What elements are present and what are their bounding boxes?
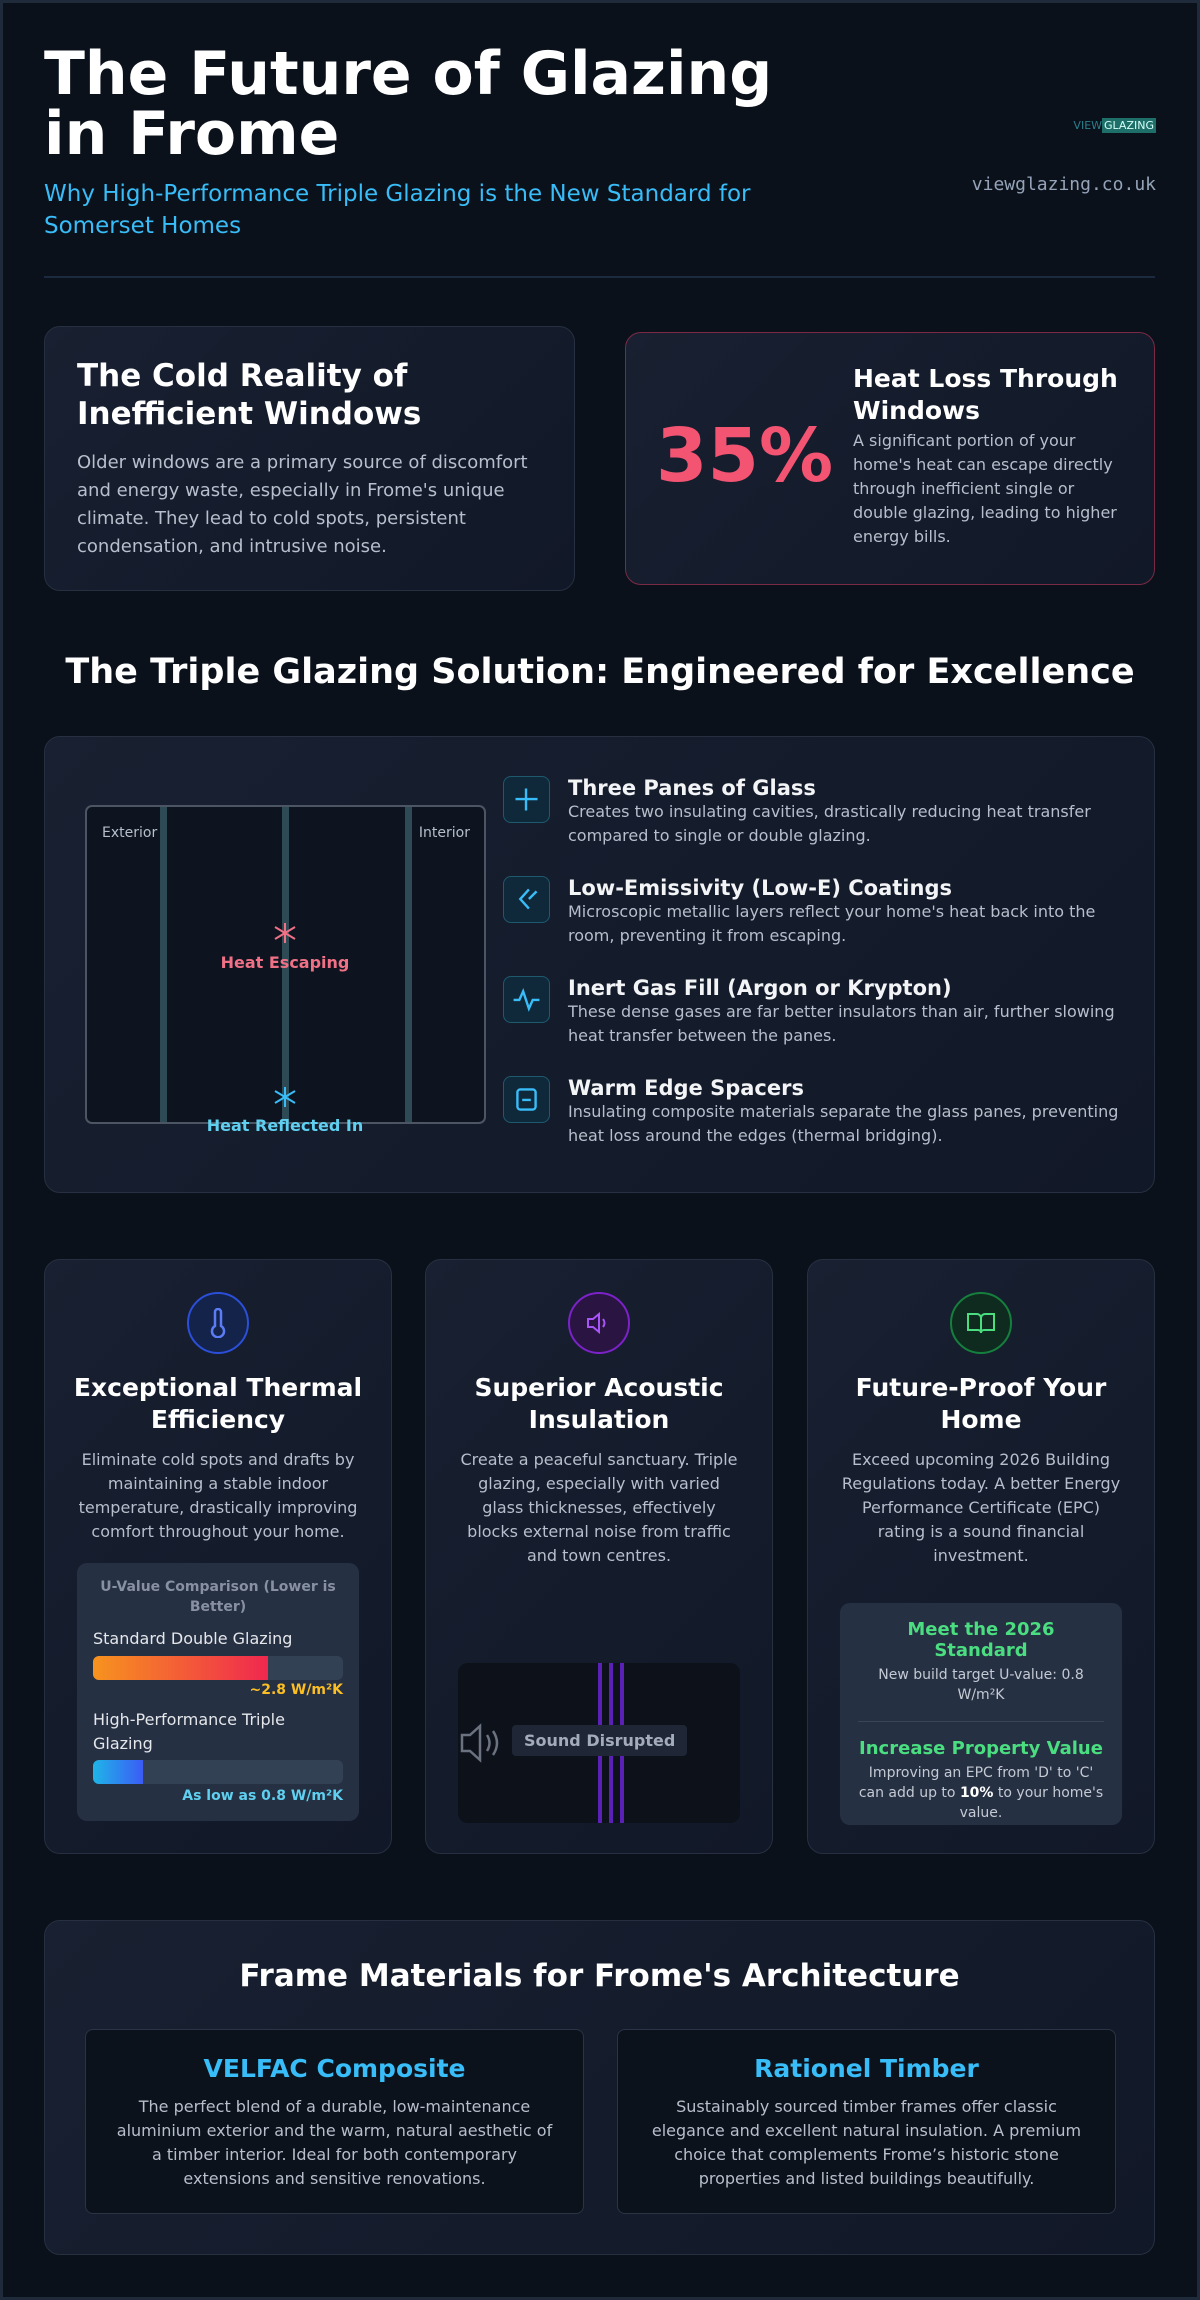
feature-icon	[503, 776, 550, 823]
acoustic-label: Sound Disrupted	[512, 1725, 688, 1756]
stat-text: A significant portion of your home's hea…	[853, 431, 1117, 546]
stat-body: Heat Loss Through Windows A significant …	[853, 363, 1133, 549]
benefit-text: Eliminate cold spots and drafts by maint…	[78, 1450, 358, 1541]
feature-title: Three Panes of Glass	[568, 776, 816, 800]
frame-title: VELFAC Composite	[203, 2054, 466, 2083]
frames-title: Frame Materials for Frome's Architecture	[239, 1958, 960, 1994]
u-value-value: As low as 0.8 W/m²K	[182, 1788, 343, 1804]
benefit-title: Future-Proof Your Home	[855, 1373, 1107, 1434]
benefit-icon	[187, 1292, 249, 1354]
glass-pane	[282, 807, 289, 1122]
text-part: to your home's value.	[959, 1785, 1104, 1821]
feature: Low-Emissivity (Low-E) Coatings Microsco…	[503, 876, 1123, 948]
benefit-icon	[950, 1292, 1012, 1354]
heat-escape-icon	[274, 923, 296, 943]
standard-divider	[858, 1721, 1104, 1722]
u-value-label: Standard Double Glazing	[93, 1629, 293, 1648]
standard-title: Meet the 2026 Standard	[907, 1619, 1055, 1661]
feature: Warm Edge Spacers Insulating composite m…	[503, 1076, 1123, 1148]
acoustic-visual: Sound Disrupted	[458, 1663, 740, 1823]
u-value-fill	[93, 1760, 143, 1784]
problem-card: The Cold Reality of Inefficient Windows …	[44, 326, 575, 591]
benefit-card: Future-Proof Your Home Exceed upcoming 2…	[807, 1259, 1155, 1854]
benefit-title: Exceptional Thermal Efficiency	[73, 1373, 363, 1434]
heat-reflected-label: Heat Reflected In	[207, 1116, 364, 1135]
u-value-fill	[93, 1656, 268, 1680]
feature: Inert Gas Fill (Argon or Krypton) These …	[503, 976, 1123, 1048]
glazing-diagram: Exterior Interior Heat Escaping Heat Ref…	[85, 805, 486, 1135]
speaker-icon	[460, 1723, 499, 1763]
feature-title: Inert Gas Fill (Argon or Krypton)	[568, 976, 952, 1000]
standard-text: Improving an EPC from 'D' to 'C' can add…	[858, 1763, 1104, 1823]
u-value-value: ~2.8 W/m²K	[249, 1682, 343, 1698]
feature-icon	[503, 1076, 550, 1123]
feature-title: Warm Edge Spacers	[568, 1076, 804, 1100]
thermometer-icon	[210, 1308, 226, 1338]
u-value-track	[93, 1656, 343, 1680]
feature-text: Insulating composite materials separate …	[568, 1102, 1119, 1145]
benefit-text: Create a peaceful sanctuary. Triple glaz…	[460, 1450, 738, 1565]
u-value-track	[93, 1760, 343, 1784]
feature-icon	[503, 876, 550, 923]
diagram-label: Exterior	[102, 825, 157, 841]
website: viewglazing.co.uk	[971, 174, 1156, 195]
stat-value: 35%	[656, 413, 834, 499]
stat-title: Heat Loss Through Windows	[853, 364, 1118, 425]
glass-pane	[405, 807, 412, 1122]
book-icon	[967, 1313, 995, 1334]
section-title: The Triple Glazing Solution: Engineered …	[65, 652, 1135, 692]
text-bold: 10%	[959, 1785, 994, 1801]
u-value-label: High-Performance Triple Glazing	[93, 1710, 285, 1753]
frame-text: Sustainably sourced timber frames offer …	[651, 2097, 1082, 2188]
benefit-icon	[568, 1292, 630, 1354]
frame-title: Rationel Timber	[754, 2054, 979, 2083]
feature-text: These dense gases are far better insulat…	[568, 1002, 1115, 1045]
u-value-panel: U-Value Comparison (Lower is Better) Sta…	[77, 1563, 359, 1821]
feature: Three Panes of Glass Creates two insulat…	[503, 776, 1123, 848]
glass-pane	[160, 807, 167, 1122]
frame-text: The perfect blend of a durable, low-main…	[116, 2097, 553, 2188]
benefit-title: Superior Acoustic Insulation	[474, 1373, 724, 1434]
benefit-card: Exceptional Thermal Efficiency Eliminate…	[44, 1259, 392, 1854]
u-value-title: U-Value Comparison (Lower is Better)	[100, 1579, 336, 1615]
logo-part: GLAZING	[1102, 118, 1156, 133]
feature-text: Creates two insulating cavities, drastic…	[568, 802, 1091, 845]
logo: VIEW GLAZING	[1073, 118, 1156, 133]
heat-reflect-icon	[274, 1087, 296, 1107]
logo-part: VIEW	[1073, 119, 1103, 132]
page-title: The Future of Glazing in Frome	[44, 39, 773, 169]
problem-text: Older windows are a primary source of di…	[77, 452, 528, 557]
text-part: Improving an EPC from 'D' to 'C' can add…	[858, 1765, 1094, 1801]
standards-panel: Meet the 2026 Standard New build target …	[840, 1603, 1122, 1825]
divider	[44, 276, 1155, 278]
frames-panel: Frame Materials for Frome's Architecture…	[44, 1920, 1155, 2255]
frame-card: Rationel Timber Sustainably sourced timb…	[617, 2029, 1116, 2214]
feature-icon	[503, 976, 550, 1023]
benefit-card: Superior Acoustic Insulation Create a pe…	[425, 1259, 773, 1854]
speaker-icon	[587, 1311, 606, 1335]
page-subtitle: Why High-Performance Triple Glazing is t…	[44, 181, 751, 239]
frame-card: VELFAC Composite The perfect blend of a …	[85, 2029, 584, 2214]
heat-escaping-label: Heat Escaping	[221, 953, 350, 972]
feature-title: Low-Emissivity (Low-E) Coatings	[568, 876, 952, 900]
diagram-label: Interior	[419, 825, 470, 841]
benefit-text: Exceed upcoming 2026 Building Regulation…	[841, 1450, 1121, 1565]
feature-text: Microscopic metallic layers reflect your…	[568, 902, 1096, 945]
stat-card: 35% Heat Loss Through Windows A signific…	[625, 332, 1155, 585]
problem-title: The Cold Reality of Inefficient Windows	[77, 358, 422, 432]
standard-title: Increase Property Value	[859, 1738, 1103, 1759]
standard-text: New build target U-value: 0.8 W/m²K	[878, 1667, 1084, 1703]
